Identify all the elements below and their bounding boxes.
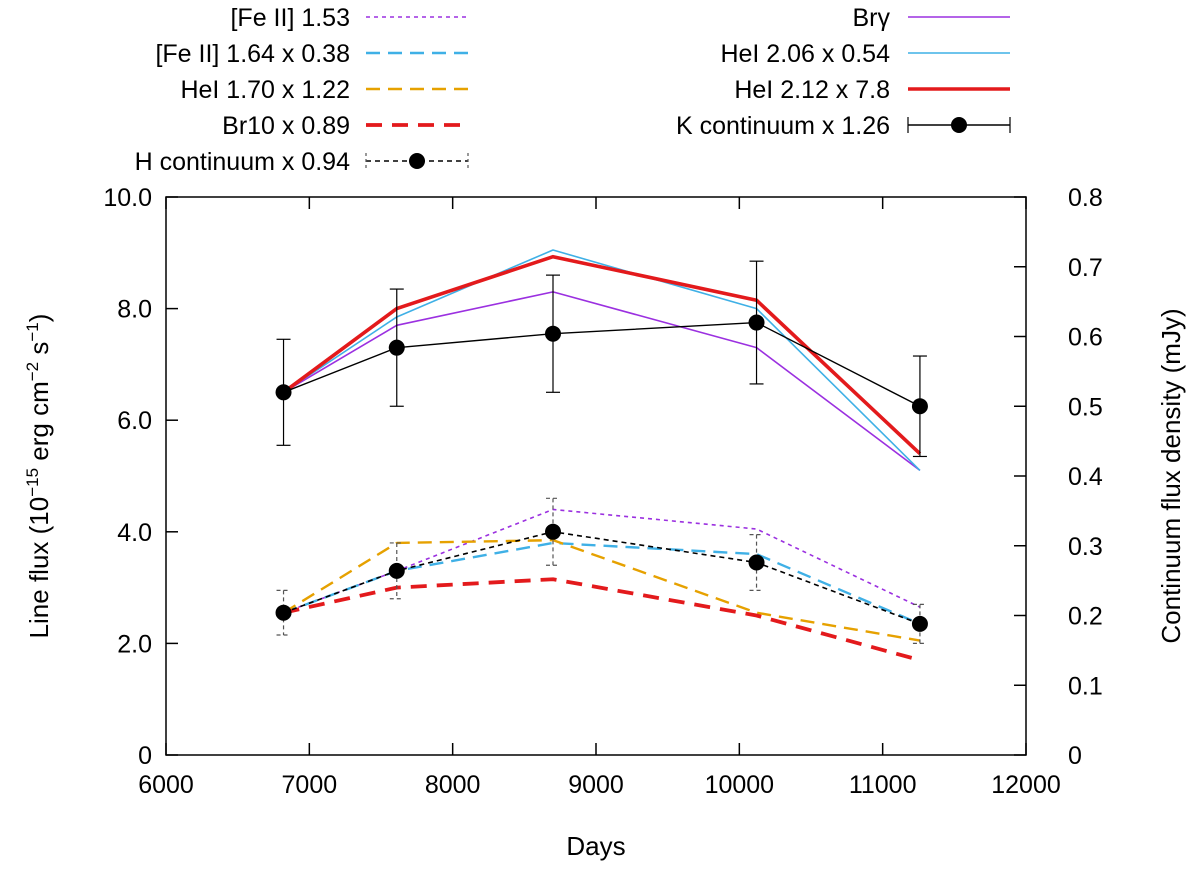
- legend-entry: HeI 2.06 x 0.54: [720, 40, 1010, 68]
- series-line: [282, 538, 921, 642]
- series-line: [283, 249, 921, 471]
- series-3: [283, 577, 921, 662]
- series-4: [275, 497, 928, 645]
- legend-point: [951, 117, 967, 133]
- series-0: [283, 508, 921, 614]
- y2-tick-label: 0.5: [1068, 393, 1103, 421]
- y-tick-label: 8.0: [117, 296, 152, 324]
- x-tick-label: 11000: [849, 771, 917, 799]
- series-line: [283, 577, 921, 662]
- legend-label: [Fe II] 1.53: [230, 4, 350, 32]
- x-tick-label: 10000: [705, 771, 775, 799]
- series-8: [275, 260, 928, 458]
- legend-entry: [Fe II] 1.53: [230, 4, 468, 32]
- y-tick-label: 0: [138, 742, 152, 770]
- legend-entry: Br10 x 0.89: [222, 112, 468, 140]
- legend-point: [409, 153, 425, 169]
- data-point: [388, 339, 405, 356]
- legend-entry: HeI 2.12 x 7.8: [734, 76, 1010, 104]
- y2-tick-label: 0: [1068, 742, 1082, 770]
- legend-entry: K continuum x 1.26: [676, 112, 1011, 140]
- series-line: [282, 254, 922, 455]
- legend-entry: Brγ: [853, 4, 1010, 32]
- data-point: [545, 325, 561, 342]
- legend-label: H continuum x 0.94: [135, 148, 350, 176]
- legend-entry: [Fe II] 1.64 x 0.38: [155, 40, 468, 68]
- y-tick-label: 10.0: [103, 184, 152, 212]
- data-point: [748, 314, 765, 331]
- y2-tick-label: 0.1: [1068, 672, 1103, 700]
- data-point: [275, 384, 292, 401]
- y-tick-label: 6.0: [117, 407, 152, 435]
- x-tick-label: 9000: [568, 771, 624, 799]
- series-layer: [275, 249, 928, 662]
- series-5: [283, 291, 921, 472]
- x-tick-label: 8000: [425, 771, 481, 799]
- legend-label: [Fe II] 1.64 x 0.38: [155, 40, 350, 68]
- x-tick-label: 6000: [138, 771, 194, 799]
- y-tick-label: 2.0: [117, 630, 152, 658]
- legend-label: Br10 x 0.89: [222, 112, 350, 140]
- y-tick-label: 4.0: [117, 519, 152, 547]
- y2-tick-label: 0.7: [1068, 254, 1103, 282]
- legend-entry: H continuum x 0.94: [135, 148, 469, 176]
- series-2: [282, 538, 921, 642]
- legend-label: HeI 1.70 x 1.22: [180, 76, 350, 104]
- series-line: [283, 530, 921, 625]
- series-7: [282, 254, 922, 455]
- data-point: [911, 398, 928, 415]
- y2-tick-label: 0.4: [1068, 463, 1103, 491]
- series-6: [283, 249, 921, 471]
- tick-labels: 6000 7000 8000 9000 10000 11000 1200002.04.06.…: [103, 184, 1103, 799]
- series-line: [283, 508, 921, 614]
- data-point: [545, 523, 561, 540]
- legend: [Fe II] 1.53 [Fe II] 1.64 x 0.38 HeI 1.70 …: [135, 4, 1011, 176]
- legend-entry: HeI 1.70 x 1.22: [180, 76, 468, 104]
- y2-tick-label: 0.2: [1068, 603, 1103, 631]
- data-point: [388, 562, 405, 579]
- series-line: [283, 291, 921, 472]
- y-axis-title: Line flux (10−15 erg cm−2 s−1): [23, 314, 54, 639]
- legend-label: HeI 2.06 x 0.54: [720, 40, 890, 68]
- y2-tick-label: 0.3: [1068, 533, 1103, 561]
- y2-axis-title: Continuum flux density (mJy): [1156, 308, 1186, 643]
- legend-label: HeI 2.12 x 7.8: [734, 76, 890, 104]
- x-tick-label: 7000: [282, 771, 338, 799]
- data-point: [275, 604, 292, 621]
- x-tick-label: 12000: [991, 771, 1061, 799]
- data-point: [748, 554, 765, 571]
- legend-label: K continuum x 1.26: [676, 112, 890, 140]
- plot-frame: [165, 196, 1027, 756]
- axis-ticks: [165, 196, 1027, 756]
- data-point: [911, 615, 928, 632]
- y2-tick-label: 0.6: [1068, 324, 1103, 352]
- x-axis-title: Days: [566, 831, 625, 861]
- legend-label: Brγ: [853, 4, 891, 32]
- y2-tick-label: 0.8: [1068, 184, 1103, 212]
